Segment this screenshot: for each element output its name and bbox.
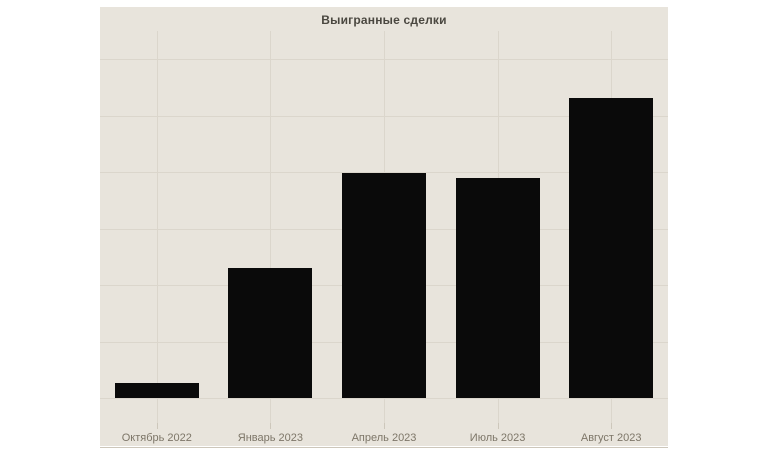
x-axis-tick <box>270 423 272 429</box>
x-axis-label: Август 2023 <box>580 432 642 444</box>
bar-1[interactable] <box>114 382 199 399</box>
bar-4[interactable] <box>455 178 540 399</box>
x-axis-label: Январь 2023 <box>237 432 304 444</box>
x-axis-tick <box>156 423 158 429</box>
bar-5[interactable] <box>569 98 654 399</box>
x-axis-line <box>100 447 668 448</box>
bar-2[interactable] <box>228 268 313 399</box>
x-axis-label: Апрель 2023 <box>351 432 417 444</box>
x-axis-tick <box>384 423 385 429</box>
x-gridline <box>270 31 272 423</box>
x-axis-labels: Октябрь 2022 Январь 2023 Апрель 2023 Июль 2… <box>100 429 668 446</box>
x-gridline <box>156 31 158 423</box>
chart-card: Выигранные сделки Октябрь 2022 Январь 202… <box>100 7 668 448</box>
x-axis-label: Июль 2023 <box>469 432 526 444</box>
plot-area <box>100 31 668 448</box>
x-axis-tick <box>611 423 613 429</box>
x-axis-tick <box>497 423 499 429</box>
x-axis-label: Октябрь 2022 <box>121 432 192 444</box>
chart-title: Выигранные сделки <box>321 13 447 27</box>
bar-3[interactable] <box>342 173 426 399</box>
